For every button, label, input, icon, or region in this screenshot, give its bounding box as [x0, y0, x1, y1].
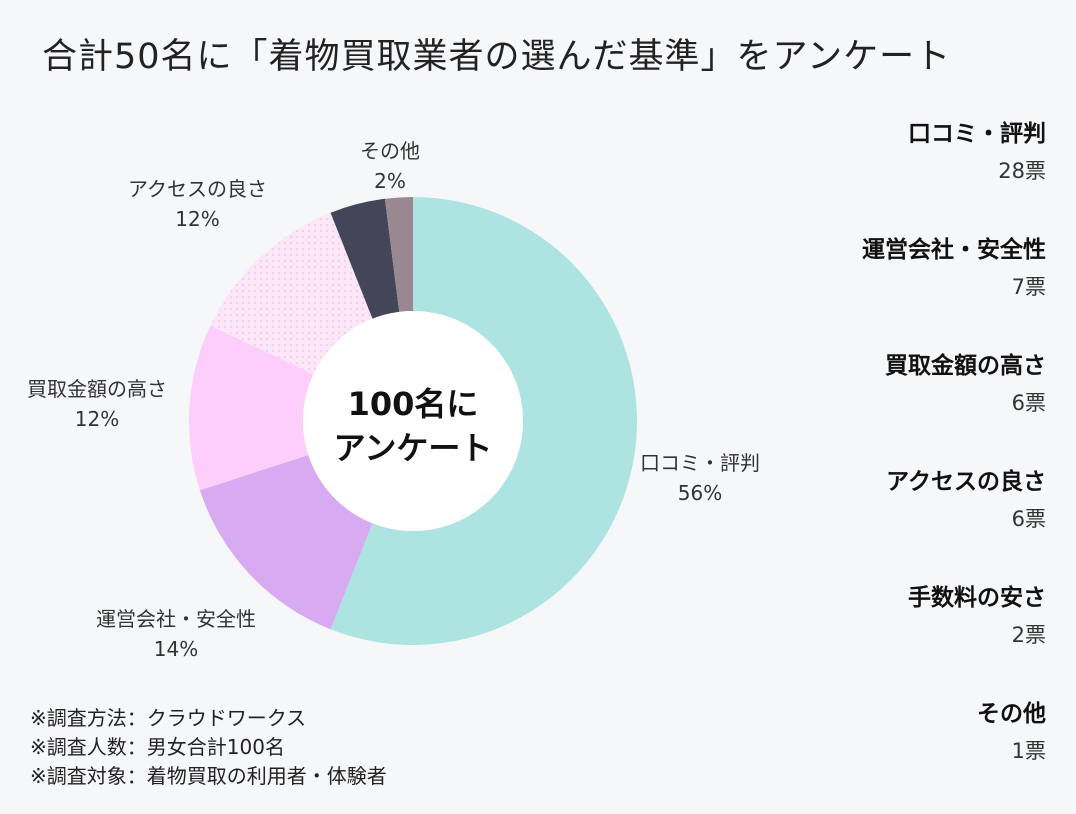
- note-target: ※調査対象：着物買取の利用者・体験者: [30, 764, 387, 788]
- legend-item: 手数料の安さ 2票: [862, 582, 1046, 698]
- legend-value: 6票: [1011, 391, 1046, 415]
- legend-item: 運営会社・安全性 7票: [862, 234, 1046, 350]
- survey-notes: ※調査方法：クラウドワークス ※調査人数：男女合計100名 ※調査対象：着物買取…: [30, 704, 387, 791]
- slice-label-percent: 56%: [677, 481, 723, 505]
- donut-slice-3: [210, 212, 373, 375]
- slice-label-percent: 12%: [74, 407, 120, 431]
- slice-label-percent: 12%: [175, 207, 220, 231]
- slice-label-percent: 14%: [153, 637, 199, 661]
- donut-slice-4: [330, 198, 400, 319]
- center-label-line-2: アンケート: [333, 429, 493, 467]
- donut-slice-1: [199, 454, 373, 630]
- slice-label-name: その他: [360, 139, 420, 163]
- slice-label-name: アクセスの良さ: [128, 177, 267, 201]
- legend-name: 買取金額の高さ: [885, 353, 1046, 379]
- legend: 口コミ・評判 28票 運営会社・安全性 7票 買取金額の高さ 6票 アクセスの良…: [862, 118, 1046, 814]
- legend-value: 1票: [1011, 739, 1046, 763]
- slice-label-company-safety: 運営会社・安全性 14%: [96, 604, 256, 664]
- note-method: ※調査方法：クラウドワークス: [30, 706, 307, 730]
- center-label: 100名に アンケート: [313, 382, 513, 470]
- legend-item: その他 1票: [862, 698, 1046, 814]
- center-label-line-1: 100名に: [347, 385, 479, 423]
- legend-name: アクセスの良さ: [886, 469, 1046, 495]
- legend-item: 買取金額の高さ 6票: [862, 350, 1046, 466]
- slice-label-purchase-price: 買取金額の高さ 12%: [27, 374, 167, 434]
- legend-value: 6票: [1011, 507, 1046, 531]
- legend-value: 2票: [1011, 623, 1046, 647]
- donut-slice-5: [384, 197, 413, 312]
- chart-title: 合計50名に「着物買取業者の選んだ基準」をアンケート: [42, 37, 952, 77]
- legend-item: 口コミ・評判 28票: [862, 118, 1046, 234]
- legend-item: アクセスの良さ 6票: [862, 466, 1046, 582]
- donut-hole: [303, 311, 523, 531]
- slice-label-name: 運営会社・安全性: [96, 607, 256, 631]
- slice-label-reviews: 口コミ・評判 56%: [640, 448, 760, 508]
- legend-name: その他: [977, 701, 1046, 727]
- slice-label-other: その他 2%: [360, 136, 420, 196]
- slice-label-name: 口コミ・評判: [640, 451, 760, 475]
- legend-value: 7票: [1011, 275, 1046, 299]
- note-count: ※調査人数：男女合計100名: [30, 735, 285, 759]
- donut-slice-0: [330, 197, 637, 645]
- slice-label-percent: 2%: [374, 169, 406, 193]
- slice-label-name: 買取金額の高さ: [27, 377, 167, 401]
- donut-slice-2: [189, 325, 314, 491]
- slice-label-access: アクセスの良さ 12%: [128, 174, 267, 234]
- legend-name: 運営会社・安全性: [862, 237, 1046, 263]
- legend-value: 28票: [998, 159, 1046, 183]
- legend-name: 口コミ・評判: [908, 121, 1046, 147]
- legend-name: 手数料の安さ: [908, 585, 1046, 611]
